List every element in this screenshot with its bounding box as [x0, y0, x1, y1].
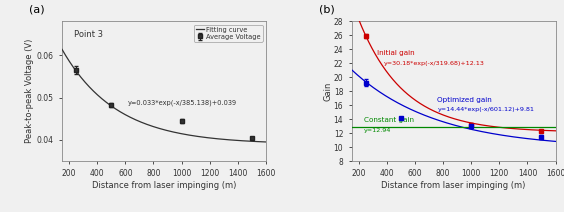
Y-axis label: Gain: Gain — [323, 81, 332, 101]
Legend: Fitting curve, Average Voltage: Fitting curve, Average Voltage — [194, 25, 263, 42]
Text: (b): (b) — [319, 5, 335, 15]
Text: Constant gain: Constant gain — [364, 117, 415, 123]
Text: y=30.18*exp(-x/319.68)+12.13: y=30.18*exp(-x/319.68)+12.13 — [384, 61, 485, 66]
Text: Optimized gain: Optimized gain — [438, 97, 492, 103]
Text: y=0.033*exp(-x/385.138)+0.039: y=0.033*exp(-x/385.138)+0.039 — [128, 100, 237, 106]
Fitting curve — [179, 132, 186, 135]
Fitting curve — [95, 94, 102, 97]
Fitting curve — [212, 137, 219, 140]
Text: y=14.44*exp(-x/601.12)+9.81: y=14.44*exp(-x/601.12)+9.81 — [438, 107, 535, 112]
Text: Point 3: Point 3 — [74, 30, 103, 39]
Fitting curve — [151, 126, 158, 128]
Fitting curve — [195, 135, 201, 138]
Text: y=12.94: y=12.94 — [364, 128, 391, 133]
Fitting curve — [59, 48, 65, 51]
Text: Initial gain: Initial gain — [377, 50, 415, 56]
X-axis label: Distance from laser impinging (m): Distance from laser impinging (m) — [381, 181, 526, 190]
Y-axis label: Peak-to-peak Voltage (V): Peak-to-peak Voltage (V) — [25, 39, 34, 143]
Fitting curve — [111, 107, 118, 109]
Line: Fitting curve: Fitting curve — [62, 49, 266, 142]
X-axis label: Distance from laser impinging (m): Distance from laser impinging (m) — [92, 181, 236, 190]
Fitting curve — [263, 141, 270, 143]
Text: (a): (a) — [29, 5, 45, 15]
